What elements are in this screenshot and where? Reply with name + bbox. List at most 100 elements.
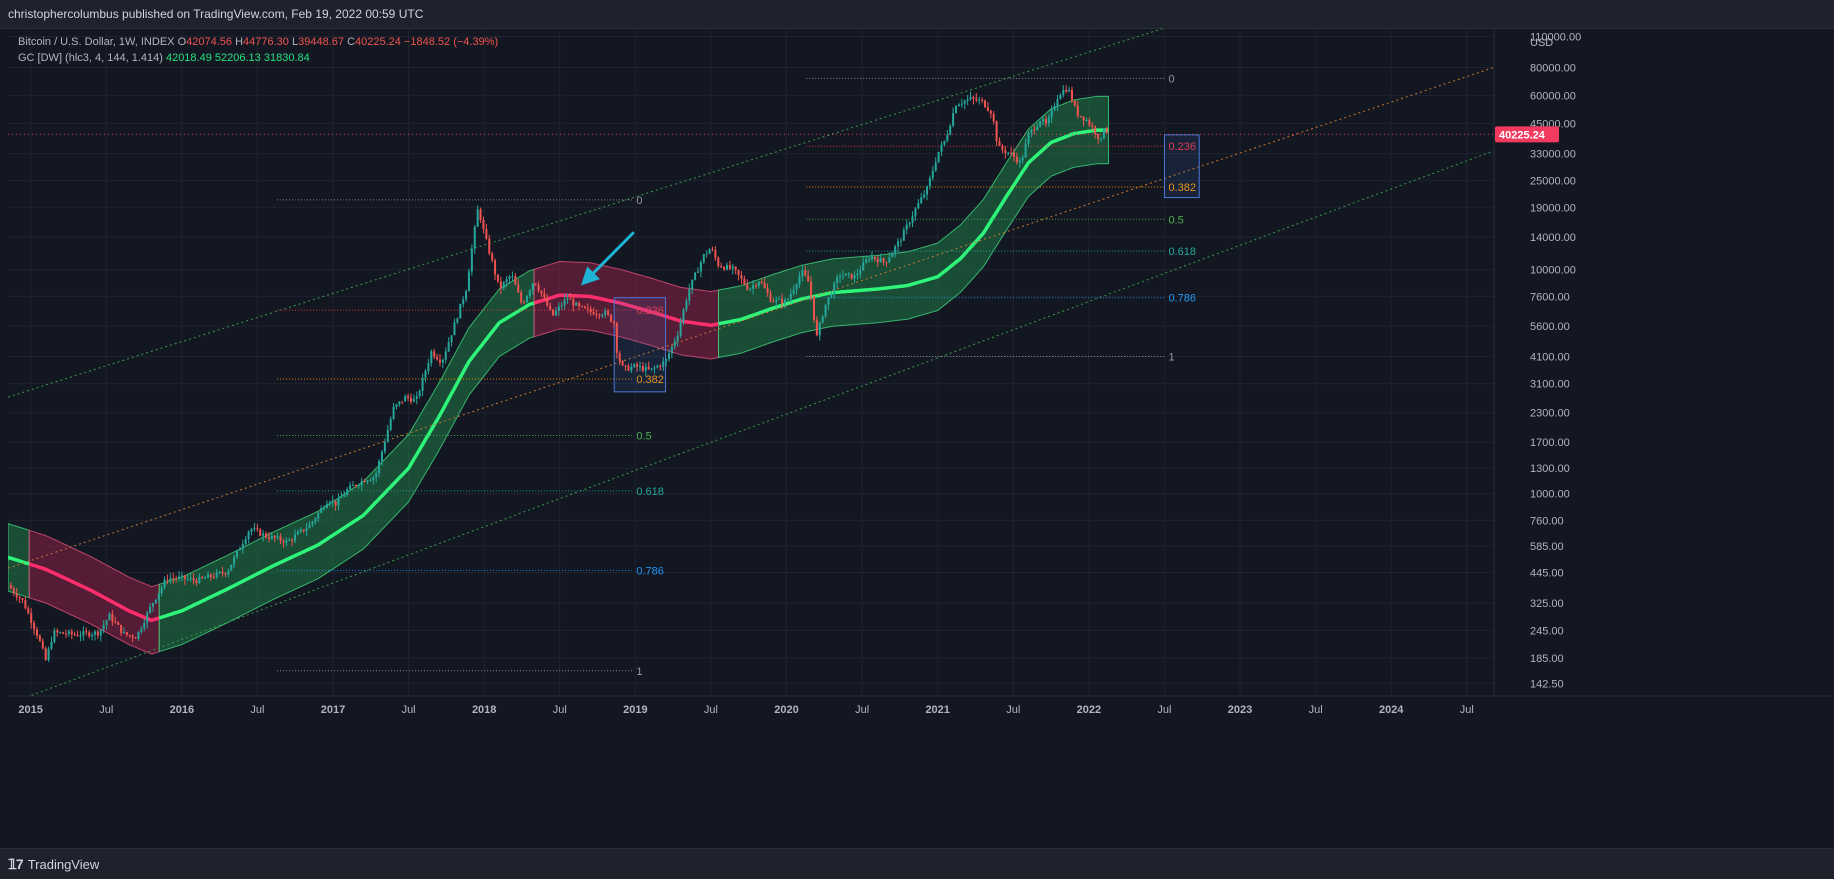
candle-body xyxy=(839,276,842,278)
candle-body xyxy=(149,606,152,613)
candle-body xyxy=(679,322,682,336)
candle-body xyxy=(125,632,128,636)
candle-body xyxy=(427,363,430,372)
candle-body xyxy=(166,579,169,581)
candle-body xyxy=(215,572,218,577)
candle-body xyxy=(1105,127,1108,134)
price-tick-label: 760.00 xyxy=(1530,515,1564,527)
candle-body xyxy=(1053,106,1056,110)
candle-body xyxy=(746,284,749,290)
candle-body xyxy=(523,302,526,304)
candle-body xyxy=(1102,127,1105,139)
time-tick-label: 2015 xyxy=(18,704,42,716)
candle-body xyxy=(720,266,723,268)
candle-body xyxy=(172,578,175,580)
candle-body xyxy=(47,648,50,660)
price-tick-label: 10000.00 xyxy=(1530,265,1576,277)
candle-body xyxy=(847,273,850,275)
candle-body xyxy=(827,297,830,305)
candle-body xyxy=(737,269,740,276)
candle-body xyxy=(836,277,839,284)
candle-body xyxy=(749,288,752,290)
candle-body xyxy=(485,228,488,239)
candle-body xyxy=(685,300,688,310)
candle-body xyxy=(801,270,804,277)
candle-body xyxy=(772,301,775,303)
candle-body xyxy=(1004,149,1007,154)
candle-body xyxy=(708,249,711,254)
candle-body xyxy=(981,99,984,101)
candle-body xyxy=(314,518,317,522)
candle-body xyxy=(386,429,389,442)
candle-body xyxy=(870,256,873,260)
candle-body xyxy=(99,629,102,636)
candle-body xyxy=(111,613,114,622)
candle-body xyxy=(644,366,647,371)
candle-body xyxy=(717,257,720,267)
price-tick-label: 245.00 xyxy=(1530,626,1564,638)
candle-body xyxy=(1062,90,1065,95)
candle-body xyxy=(931,170,934,178)
time-tick-label: Jul xyxy=(1460,704,1474,716)
candle-body xyxy=(395,404,398,407)
candle-body xyxy=(514,276,517,285)
candle-body xyxy=(180,575,183,577)
indicator-title[interactable]: GC [DW] (hlc3, 4, 144, 1.414) xyxy=(18,52,163,64)
time-tick-label: 2018 xyxy=(472,704,496,716)
highlight-box xyxy=(1163,134,1200,199)
trend-channel-lower xyxy=(28,150,1494,696)
candle-body xyxy=(1030,129,1033,133)
symbol-title: Bitcoin / U.S. Dollar, 1W, INDEX xyxy=(18,36,175,48)
candle-body xyxy=(581,306,584,308)
candle-body xyxy=(120,624,123,633)
trend-channel-upper xyxy=(8,28,1165,398)
price-tick-label: 185.00 xyxy=(1530,653,1564,665)
candle-body xyxy=(473,226,476,249)
price-tick-label: 3100.00 xyxy=(1530,379,1570,391)
tradingview-brand[interactable]: 𝟙7 TradingView xyxy=(8,856,99,873)
candle-body xyxy=(902,229,905,241)
candle-body xyxy=(546,297,549,306)
candle-body xyxy=(818,322,821,336)
candle-body xyxy=(763,283,766,289)
candle-body xyxy=(296,531,299,535)
candle-body xyxy=(511,276,514,278)
time-tick-label: 2021 xyxy=(925,704,949,716)
candle-body xyxy=(198,576,201,584)
candle-body xyxy=(85,631,88,633)
last-price-tag: 40225.24 xyxy=(1495,126,1559,143)
candle-body xyxy=(322,507,326,509)
candle-body xyxy=(824,304,827,317)
price-tick-label: 445.00 xyxy=(1530,567,1564,579)
candle-body xyxy=(792,289,795,294)
candle-body xyxy=(1027,132,1030,144)
candle-body xyxy=(1036,126,1039,131)
price-chart[interactable]: 00.2360.3820.50.6180.786100.2360.3820.50… xyxy=(0,28,1834,848)
candle-body xyxy=(682,309,685,323)
candle-body xyxy=(810,281,813,297)
gaussian-centerline-green xyxy=(158,301,535,620)
candle-body xyxy=(940,144,943,152)
candle-body xyxy=(670,346,673,354)
candle-body xyxy=(911,216,914,223)
candle-body xyxy=(1059,94,1062,100)
candle-body xyxy=(380,451,384,462)
candle-body xyxy=(659,365,662,367)
candle-body xyxy=(694,272,697,280)
candle-body xyxy=(754,285,757,287)
candle-body xyxy=(209,574,212,577)
candle-body xyxy=(601,315,604,317)
candle-body xyxy=(769,293,772,302)
candle-body xyxy=(699,262,702,272)
candle-body xyxy=(665,359,668,362)
candle-body xyxy=(607,310,610,315)
candle-body xyxy=(433,351,436,357)
candle-body xyxy=(723,267,726,270)
candle-body xyxy=(27,608,30,614)
fib-level-label: 0.236 xyxy=(636,305,664,317)
candle-body xyxy=(624,365,627,367)
candle-body xyxy=(667,353,671,360)
candle-body xyxy=(1041,119,1045,122)
price-tick-label: 110000.00 xyxy=(1530,31,1581,43)
candle-body xyxy=(1007,152,1010,154)
